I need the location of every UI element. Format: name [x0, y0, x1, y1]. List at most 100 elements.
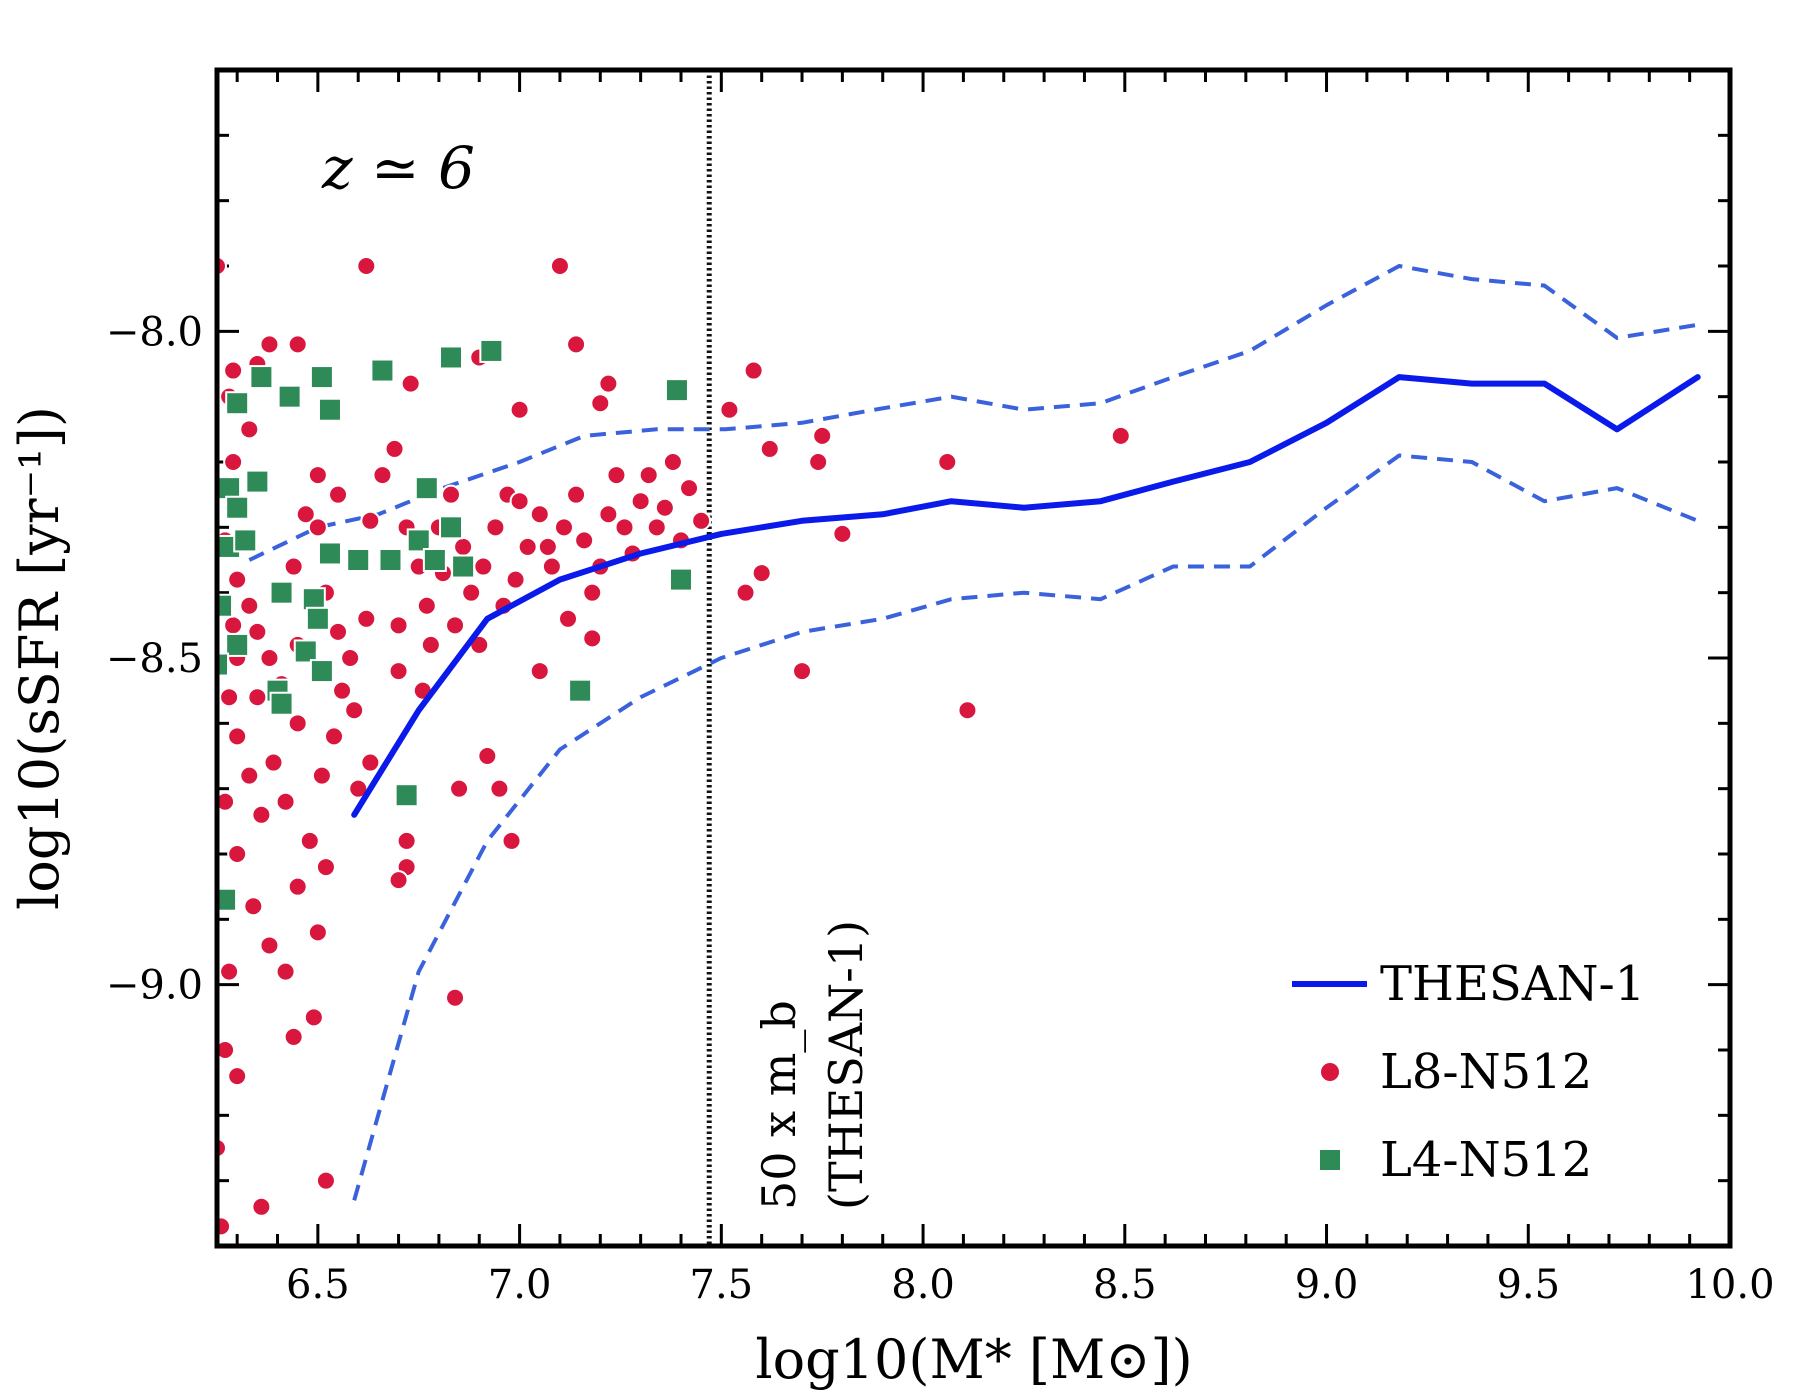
l8-n512-point: [251, 1196, 272, 1217]
l8-n512-point: [453, 536, 474, 557]
l8-n512-point: [388, 615, 409, 636]
l4-n512-point: [414, 476, 439, 501]
l8-n512-point: [590, 393, 611, 414]
l4-n512-point: [378, 548, 403, 572]
vline-label-line2: (THESAN-1): [819, 920, 873, 1210]
l8-n512-point: [356, 256, 377, 276]
l8-n512-point: [598, 504, 619, 525]
l8-n512-point: [598, 373, 619, 394]
l4-n512-point: [277, 384, 302, 409]
l4-n512-point: [346, 548, 371, 572]
l8-n512-point: [691, 510, 712, 531]
l8-n512-point: [529, 661, 550, 682]
l8-n512-point: [328, 484, 349, 505]
l8-n512-point: [553, 517, 574, 538]
l4-n512-point: [668, 567, 693, 592]
l8-n512-point: [223, 615, 244, 636]
vline-label-line1: 50 x m_b: [752, 1000, 806, 1210]
l8-n512-point: [311, 765, 332, 786]
l8-n512-point: [501, 830, 522, 851]
x-tick-label: 9.0: [1295, 1262, 1359, 1308]
l8-n512-point: [485, 517, 506, 538]
l8-n512-point: [388, 661, 409, 682]
l8-n512-point: [299, 830, 320, 851]
l8-n512-point: [324, 726, 345, 747]
l8-n512-point: [223, 360, 244, 381]
l8-n512-point: [360, 510, 381, 531]
l8-n512-point: [549, 256, 570, 276]
l8-n512-point: [396, 830, 417, 851]
l8-n512-point: [227, 726, 248, 747]
l4-n512-points: [217, 338, 693, 912]
l8-n512-point: [808, 452, 829, 472]
l8-n512-point: [259, 935, 280, 956]
l4-n512-point: [305, 606, 330, 631]
l8-n512-point: [416, 595, 437, 616]
l4-n512-point: [439, 345, 464, 370]
x-tick-label: 9.5: [1496, 1262, 1560, 1308]
l4-n512-point: [664, 378, 689, 403]
l8-n512-point: [614, 517, 635, 538]
l8-n512-point: [832, 523, 853, 544]
l8-n512-point: [287, 713, 308, 734]
l8-n512-point: [582, 582, 603, 603]
l8-n512-point: [259, 648, 280, 668]
thesan-1-median-line: [351, 374, 1701, 818]
y-tick-labels: −8.0 −8.5 −9.0: [106, 309, 203, 1008]
y-tick-label: −9.0: [106, 963, 203, 1009]
l8-n512-point: [606, 465, 627, 486]
l4-n512-point: [225, 391, 250, 416]
plot-background: [217, 70, 1730, 1246]
y-axis-label: log10(sSFR [yr⁻¹]): [8, 406, 71, 910]
l8-n512-point: [307, 922, 328, 943]
l8-n512-point: [792, 661, 813, 682]
l8-n512-point: [558, 608, 579, 629]
l8-n512-point: [287, 876, 308, 897]
l8-n512-point: [937, 452, 958, 472]
l8-n512-point: [360, 752, 381, 773]
l8-n512-point: [654, 497, 675, 518]
l8-n512-point: [251, 804, 272, 825]
l8-n512-point: [537, 536, 558, 557]
l8-n512-point: [582, 628, 603, 649]
l8-n512-point: [743, 360, 764, 381]
l8-n512-point: [441, 484, 462, 505]
l8-n512-point: [239, 419, 260, 440]
plot-frame: [214, 67, 1733, 1249]
x-axis-label: log10(M* [M⊙]): [755, 1328, 1192, 1391]
x-tick-label: 7.5: [690, 1262, 754, 1308]
l8-n512-point: [307, 517, 328, 538]
l4-n512-point: [309, 365, 334, 390]
l8-n512-point: [275, 961, 296, 982]
l8-n512-point: [719, 399, 740, 420]
l8-n512-point: [1110, 425, 1131, 446]
l8-n512-point: [303, 1007, 324, 1028]
l8-n512-point: [372, 465, 393, 486]
l4-n512-point: [370, 358, 395, 383]
x-tick-label: 6.5: [286, 1262, 350, 1308]
l8-n512-point: [400, 373, 421, 394]
legend-thesan-label: THESAN-1: [1380, 956, 1645, 1012]
y-tick-label: −8.0: [106, 309, 203, 355]
l8-n512-point: [388, 870, 409, 891]
l4-n512-point: [451, 554, 476, 579]
l8-n512-point: [477, 746, 498, 766]
legend: THESAN-1 L8-N512 L4-N512: [1292, 956, 1645, 1188]
l8-n512-point: [263, 752, 284, 773]
l8-n512-point: [219, 961, 240, 982]
x-tick-label: 7.0: [488, 1262, 552, 1308]
l8-n512-point: [759, 438, 780, 459]
l8-n512-point: [227, 844, 248, 864]
l4-n512-point: [249, 365, 274, 390]
l8-n512-point: [566, 484, 587, 505]
legend-l4-swatch: [1320, 1150, 1340, 1170]
l8-n512-point: [239, 595, 260, 616]
l8-n512-points: [217, 256, 1131, 1237]
l8-n512-point: [332, 680, 353, 701]
l8-n512-point: [227, 1066, 248, 1087]
x-tick-label: 8.5: [1093, 1262, 1157, 1308]
l4-n512-point: [269, 580, 294, 605]
y-tick-label: −8.5: [106, 636, 203, 682]
l8-n512-point: [957, 700, 978, 721]
